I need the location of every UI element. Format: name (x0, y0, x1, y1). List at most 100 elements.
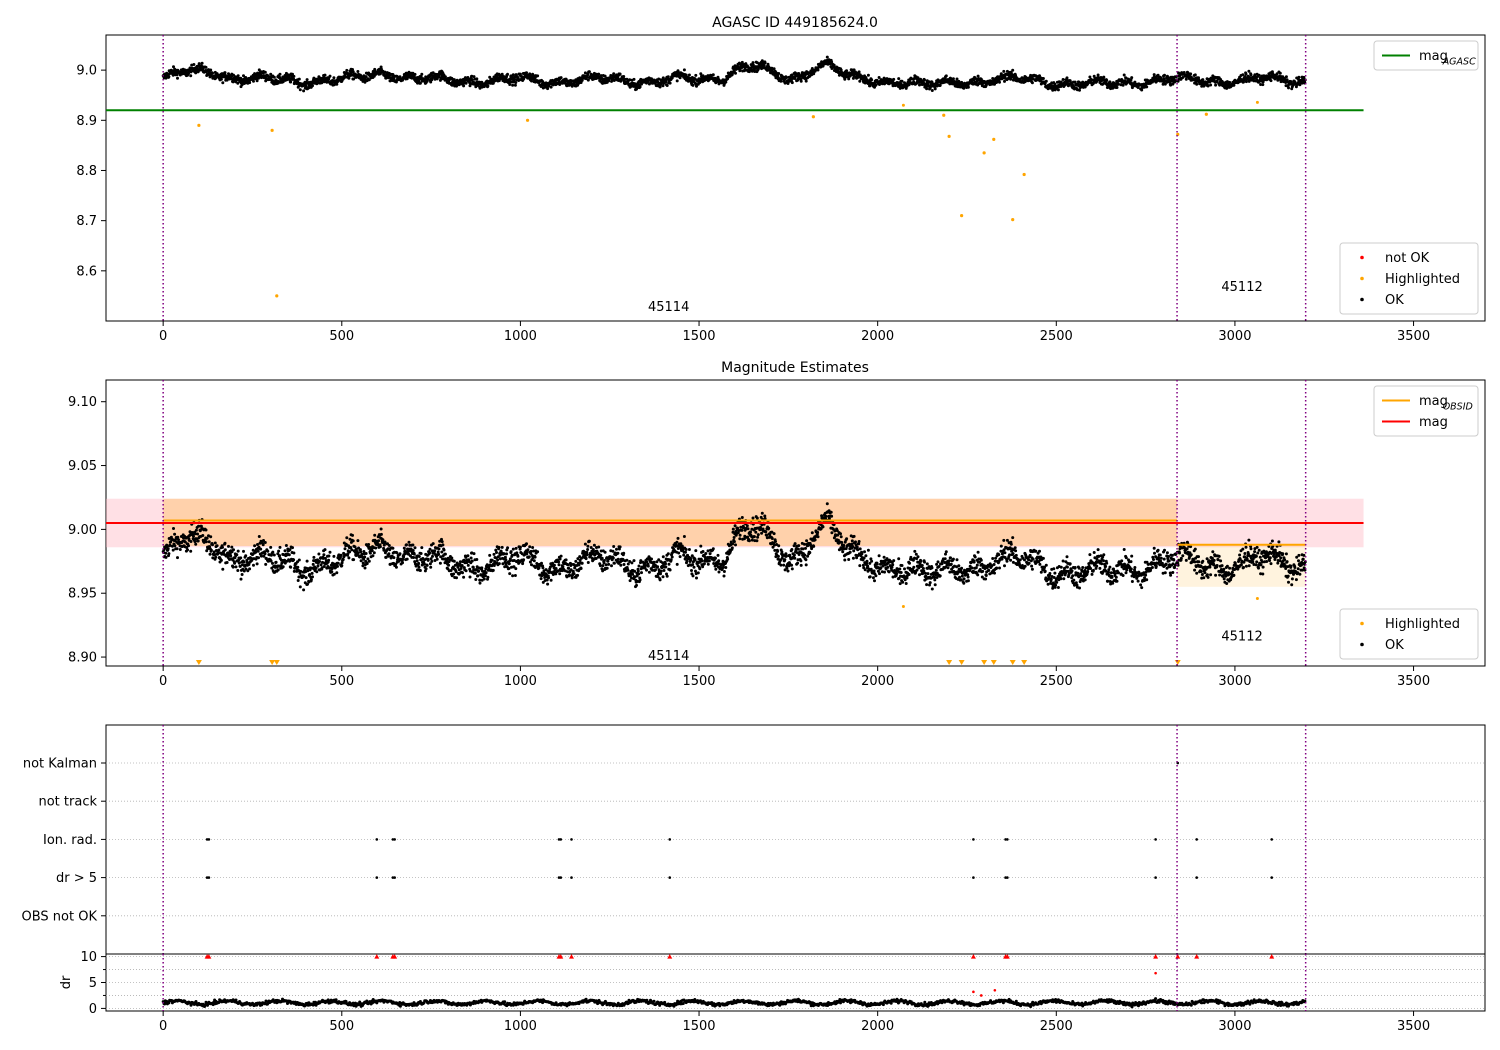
ok-point (447, 563, 451, 567)
highlighted-outlier (811, 115, 815, 119)
ok-point (291, 546, 294, 550)
highlighted-outlier (1204, 112, 1208, 116)
ok-point (221, 81, 225, 85)
ok-point (417, 565, 421, 569)
ok-point (172, 527, 175, 530)
ok-point (776, 554, 780, 558)
ok-point (722, 574, 726, 578)
ok-point (189, 540, 193, 543)
ok-point (468, 84, 472, 88)
legend-label: not OK (1385, 251, 1430, 266)
y-tick-label: 8.8 (76, 164, 97, 179)
ok-point (470, 78, 474, 82)
ok-point (296, 565, 300, 569)
ok-point (315, 570, 319, 574)
ok-point (298, 88, 302, 92)
ok-point (166, 547, 170, 551)
ok-point (682, 68, 686, 72)
legend-dot-swatch (1360, 297, 1364, 302)
ok-point (336, 564, 339, 568)
ok-point (976, 74, 980, 78)
chart-title-estimates: Magnitude Estimates (721, 360, 869, 376)
ok-point (257, 535, 261, 538)
ok-point (429, 565, 433, 569)
ok-point (572, 572, 576, 576)
ok-point (283, 549, 287, 553)
ok-point (832, 63, 836, 67)
ok-point (610, 79, 613, 83)
x-tick-label: 500 (329, 329, 354, 344)
ok-point (305, 78, 309, 82)
ok-point (486, 575, 490, 579)
ok-point (750, 538, 754, 542)
ok-point (475, 77, 479, 81)
ok-point (464, 81, 468, 85)
ok-point (236, 74, 240, 78)
ok-point (770, 537, 774, 540)
ok-point (605, 566, 609, 570)
ok-point (441, 543, 445, 547)
ok-point (638, 578, 642, 582)
ok-point (699, 544, 703, 548)
ok-point (211, 71, 214, 75)
ok-point (507, 562, 511, 566)
ok-point (318, 560, 322, 563)
ok-point (804, 79, 808, 83)
ok-point (476, 574, 480, 578)
ok-point (546, 87, 550, 91)
ok-point (558, 557, 562, 561)
ok-point (292, 74, 296, 78)
ok-point (235, 553, 239, 557)
ok-point (257, 556, 260, 560)
ok-point (292, 558, 296, 562)
ok-point (356, 539, 360, 543)
ok-point (1065, 76, 1069, 80)
ok-point (304, 84, 308, 88)
ok-point (925, 87, 929, 91)
ok-point (1105, 78, 1109, 82)
ok-point (450, 556, 454, 560)
ok-point (239, 556, 243, 560)
highlighted-outlier (947, 134, 951, 138)
ok-point (372, 551, 376, 555)
ok-point (711, 73, 715, 77)
ok-point (452, 572, 456, 576)
ok-point (664, 565, 668, 569)
ok-point (215, 544, 219, 548)
ok-point (668, 568, 672, 572)
ok-point (500, 545, 504, 549)
ok-point (998, 80, 1001, 84)
ok-point (632, 559, 636, 563)
ok-point (425, 563, 429, 567)
ok-point (637, 572, 641, 576)
ok-point (776, 549, 780, 553)
ok-point (708, 552, 712, 556)
ok-point (164, 555, 168, 559)
ok-point (513, 574, 517, 577)
ok-point (567, 566, 571, 570)
ok-point (186, 548, 189, 552)
ok-point (734, 71, 737, 75)
ok-point (302, 588, 306, 592)
ok-point (415, 559, 419, 563)
ok-point (420, 72, 424, 76)
ok-point (618, 72, 622, 76)
ok-point (514, 81, 518, 84)
ok-point (717, 559, 721, 563)
ok-point (379, 527, 383, 531)
ok-point (248, 81, 252, 85)
ok-point (676, 536, 680, 540)
ok-point (343, 547, 347, 551)
ok-point (332, 554, 336, 558)
ok-point (196, 539, 200, 543)
ok-point (345, 536, 349, 540)
ok-point (438, 561, 442, 565)
ok-point (284, 544, 288, 547)
ok-point (525, 71, 528, 75)
ok-point (269, 72, 273, 76)
ok-point (951, 77, 955, 81)
ok-point (665, 84, 669, 87)
ok-point (658, 85, 662, 89)
